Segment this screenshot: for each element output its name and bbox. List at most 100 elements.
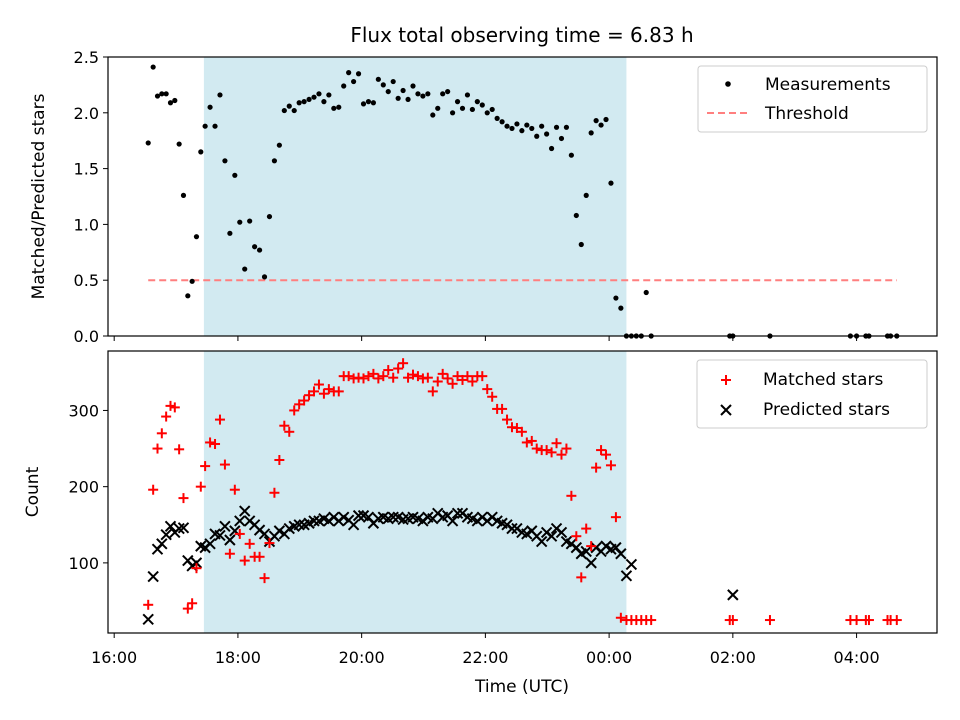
predicted-point (308, 515, 320, 527)
measurement-point (390, 78, 396, 85)
matched-point (487, 391, 498, 402)
measurement-point (212, 123, 218, 129)
measurement-point (336, 104, 342, 110)
matched-point (407, 369, 418, 380)
legend-predicted-marker (720, 404, 732, 416)
measurement-point (306, 96, 312, 103)
count-xtick-label: 00:00 (586, 648, 632, 667)
measurement-point (519, 128, 525, 134)
measurement-point (588, 130, 594, 136)
measurement-point (150, 64, 156, 70)
measurement-point (180, 192, 187, 198)
ratio-ytick-label: 0.5 (74, 271, 99, 290)
matched-point (531, 443, 542, 454)
matched-point (546, 447, 557, 458)
measurement-point (247, 218, 253, 224)
predicted-point (219, 520, 231, 533)
ratio-shaded-interval (203, 57, 627, 336)
matched-point (398, 358, 409, 369)
matched-point (284, 426, 295, 437)
matched-point (432, 376, 443, 387)
measurement-point (232, 172, 238, 178)
predicted-point (173, 522, 185, 535)
predicted-point (580, 545, 592, 558)
measurement-point (479, 102, 485, 108)
measurement-point (202, 123, 208, 129)
measurement-point (454, 99, 461, 105)
ratio-ylabel: Matched/Predicted stars (29, 93, 49, 299)
predicted-point (446, 515, 459, 527)
matched-point (161, 411, 172, 422)
measurement-point (375, 76, 381, 82)
matched-point (333, 386, 344, 397)
matched-point (368, 368, 379, 379)
predicted-point (156, 538, 168, 550)
matched-point (219, 459, 230, 470)
measurement-point (193, 234, 200, 240)
ratio-ytick-label: 0.0 (74, 327, 99, 346)
measurement-point (440, 91, 446, 97)
matched-point (279, 420, 290, 431)
matched-point (264, 538, 275, 549)
measurement-point (385, 88, 391, 95)
measurement-point (613, 295, 619, 301)
measurement-point (410, 83, 416, 89)
measurement-point (163, 91, 169, 97)
count-ylabel: Count (23, 466, 43, 517)
measurement-point (583, 192, 589, 198)
measurement-point (430, 112, 436, 118)
measurement-point (256, 247, 263, 253)
measurement-point (593, 118, 599, 124)
predicted-point (190, 557, 203, 569)
ratio-legend-box (697, 65, 928, 133)
ratio-ytick-label: 2.5 (74, 48, 99, 67)
legend-threshold-label: Threshold (764, 104, 849, 124)
measurement-point (365, 99, 372, 105)
count-ytick-label: 300 (68, 401, 99, 420)
predicted-point (625, 558, 638, 571)
matched-point (566, 490, 577, 501)
measurement-point (172, 97, 178, 104)
measurement-point (261, 274, 268, 280)
measurement-point (548, 145, 555, 152)
count-xtick-label: 20:00 (339, 648, 385, 667)
predicted-point (164, 520, 177, 533)
matched-point (412, 371, 423, 382)
predicted-point (347, 519, 360, 531)
measurement-point (227, 230, 233, 236)
matched-point (646, 615, 657, 626)
legend-predicted-glyph (720, 404, 732, 416)
matched-point (437, 368, 448, 379)
matched-point (239, 555, 250, 566)
count-shaded-interval (203, 351, 627, 633)
legend-matched-marker (721, 375, 731, 385)
measurement-point (504, 123, 510, 129)
predicted-point (142, 613, 154, 625)
count-ytick-label: 100 (68, 554, 99, 573)
predicted-point (387, 511, 399, 523)
matched-point (254, 551, 265, 562)
measurement-point (449, 110, 456, 116)
matched-point (891, 615, 902, 626)
measurement-point (474, 99, 480, 105)
measurement-point (499, 119, 505, 125)
measurement-point (380, 82, 386, 88)
predicted-point (545, 530, 558, 542)
measurement-point (539, 123, 545, 129)
legend-matched-glyph (721, 375, 731, 385)
measurement-point (331, 105, 337, 111)
count-xtick-label: 18:00 (215, 648, 261, 667)
measurement-point (291, 107, 297, 114)
count-ytick-label: 200 (68, 478, 99, 497)
matched-point (187, 598, 198, 609)
predicted-point (258, 528, 271, 540)
measurement-point (618, 305, 624, 311)
matched-point (244, 538, 255, 549)
predicted-point (214, 529, 226, 542)
predicted-point (620, 570, 633, 582)
measurement-point (217, 92, 223, 98)
matched-point (318, 388, 329, 399)
measurement-point (608, 180, 614, 186)
legend-measurements-marker (725, 81, 731, 87)
matched-point (596, 445, 607, 456)
